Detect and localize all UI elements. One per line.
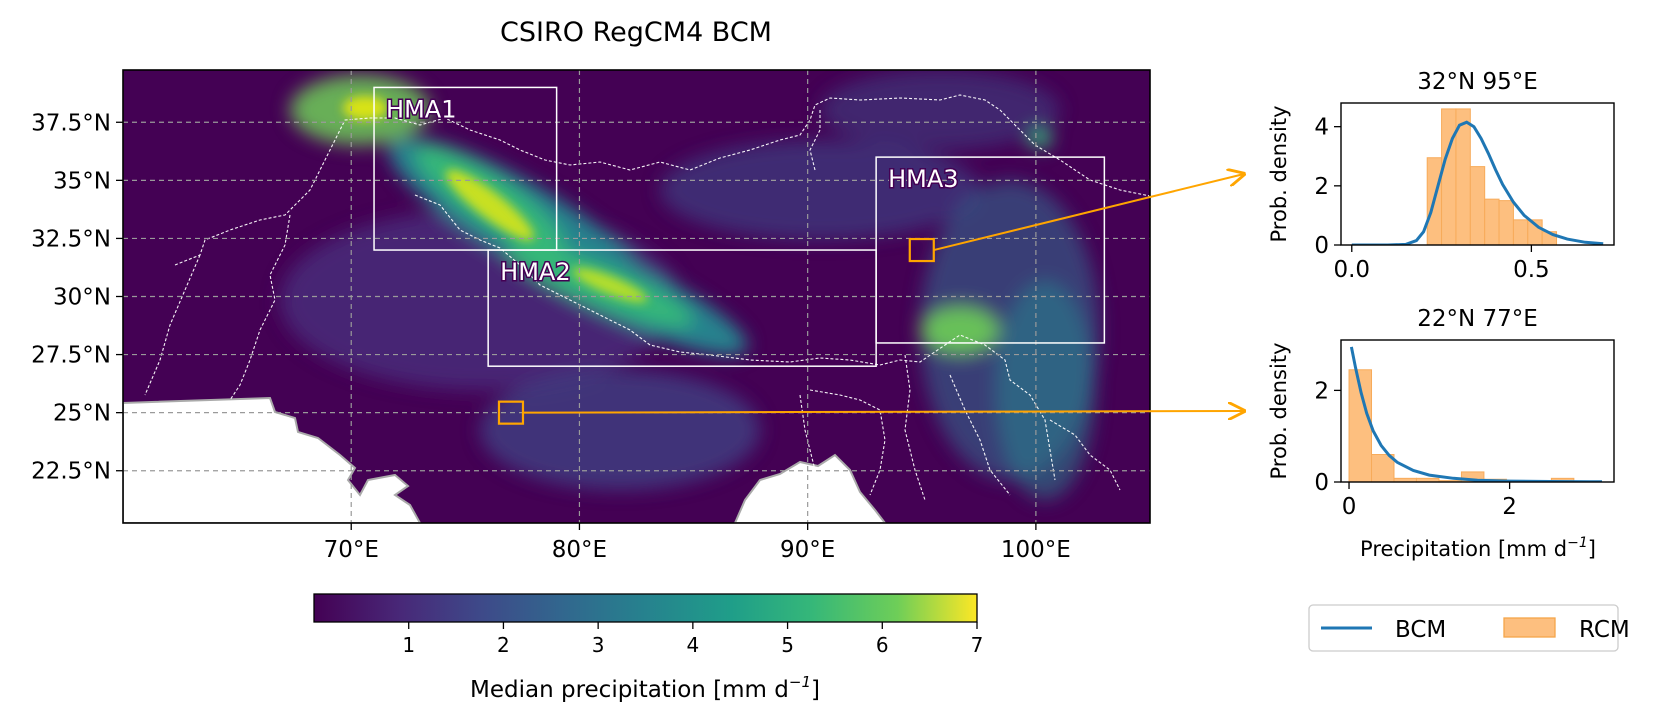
panel_a-xtick-label: 0.5 [1513,257,1550,283]
panel_a-title: 32°N 95°E [1417,69,1538,95]
legend-rcm-swatch [1503,617,1556,638]
colorbar-label: Median precipitation [mm d−1] [470,673,820,703]
panel_a-rcm-bar [1441,108,1457,245]
colorbar-tick-label: 5 [781,633,794,657]
region-boxes: HMA1 HMA2 HMA3 [373,86,1106,367]
legend-bcm-label: BCM [1395,617,1446,643]
panel_b-frame [1340,339,1615,483]
map-tick-label-lat: 37.5°N [31,110,111,136]
map-tick-label-lon: 90°E [780,537,835,563]
panel_a-plot [1351,108,1604,245]
map-tick-label-lon: 70°E [324,537,379,563]
panel_a-frame [1340,102,1615,246]
map-tick-label-lat: 35°N [53,168,111,194]
panel_b-plot [1348,346,1602,482]
precip-maxima [343,96,648,303]
arrow-to-panel-a [933,174,1244,252]
map-tick-label-lat: 32.5°N [31,226,111,252]
map-tick-label-lat: 27.5°N [31,343,111,369]
colorbar-tick-label: 7 [971,633,984,657]
panel_a-ytick-label: 0 [1314,233,1329,259]
colorbar-tick-label: 6 [876,633,889,657]
histogram-xlabel: Precipitation [mm d−1] [1360,535,1596,561]
panel_a-bcm-line [1351,120,1604,245]
legend: BCM RCM [1308,604,1630,652]
precipitation-map [123,70,1150,523]
panel_b-ytick-label: 2 [1314,378,1329,404]
colorbar [313,593,978,623]
ocean-bay-of-bengal [733,453,887,523]
map-tick-label-lon: 100°E [1001,537,1071,563]
panel_b-rcm-bar [1371,454,1395,482]
colorbar-tick-label: 1 [402,633,415,657]
panel_a-rcm-bar [1498,200,1514,245]
panel_a-ylabel: Prob. density [1267,106,1291,243]
region-label-hma2: HMA2 [500,258,570,286]
panel_a-ytick-label: 2 [1314,174,1329,200]
panel_a-rcm-bar [1469,166,1486,245]
region-label-hma3: HMA3 [888,165,958,193]
panel-a: 0.0 0.5 0 2 4 32°N 95°E Prob. density [1267,69,1615,283]
panel_b-xtick-label: 2 [1502,494,1517,520]
panel_b-title: 22°N 77°E [1417,306,1538,332]
panel_a-xtick-label: 0.0 [1333,257,1370,283]
arrows [522,174,1244,413]
panel-b: 0 2 0 2 22°N 77°E Prob. density [1267,306,1615,520]
map-tick-label-lon: 80°E [552,537,607,563]
panel_b-ytick-label: 0 [1314,470,1329,496]
region-box-hma3 [875,156,1106,344]
map-tick-label-lat: 25°N [53,401,111,427]
panel_a-rcm-bar [1512,219,1529,245]
colorbar-ticks: 1 2 3 4 5 6 7 [402,622,983,657]
legend-frame [1308,604,1619,652]
colorbar-tick-label: 2 [497,633,510,657]
ocean-arabian-sea [123,396,422,523]
map-tick-label-lat: 22.5°N [31,459,111,485]
map-tick-label-lat: 30°N [53,285,111,311]
map-title: CSIRO RegCM4 BCM [500,17,772,48]
panel_a-ytick-label: 4 [1314,115,1329,141]
region-box-hma1 [373,86,558,251]
colorbar-tick-label: 3 [592,633,605,657]
arrow-to-panel-b [522,411,1244,413]
region-label-hma1: HMA1 [386,95,456,123]
panel_a-rcm-bar [1484,198,1500,245]
panel_b-bcm-line [1349,346,1602,482]
legend-rcm-label: RCM [1579,617,1630,643]
panel_b-ylabel: Prob. density [1267,343,1291,480]
colorbar-tick-label: 4 [686,633,699,657]
panel_b-xtick-label: 0 [1342,494,1357,520]
map-ticks: 70°E 80°E 90°E 100°E 37.5°N 35°N 32.5°N 30°N 27.… [31,110,1071,563]
